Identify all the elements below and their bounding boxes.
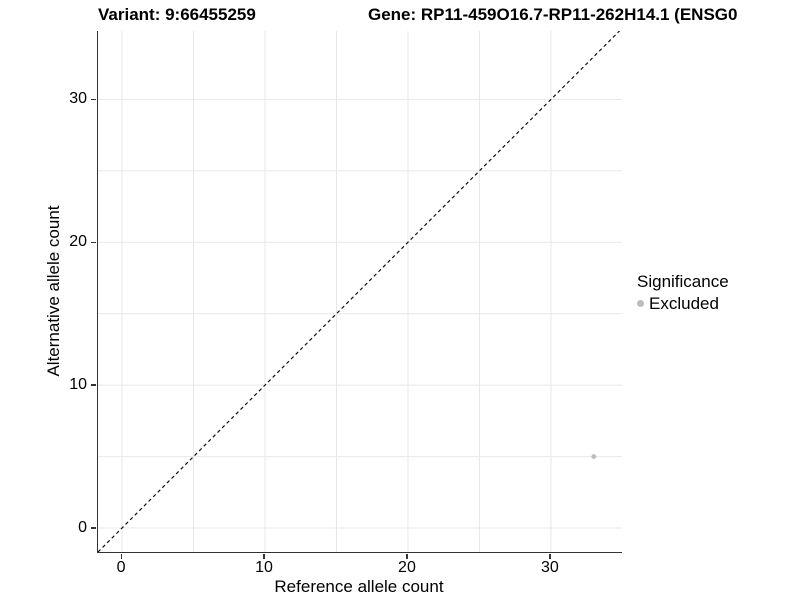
legend-key-dot-icon — [637, 300, 644, 307]
y-tick-label: 0 — [78, 519, 87, 536]
variant-title: Variant: 9:66455259 — [98, 5, 256, 24]
legend: Significance Excluded — [637, 272, 729, 313]
y-tick-mark — [90, 527, 96, 529]
x-tick-label: 0 — [116, 559, 126, 576]
x-tick-mark — [263, 553, 265, 559]
x-tick-mark — [406, 553, 408, 559]
gene-title: Gene: RP11-459O16.7-RP11-262H14.1 (ENSG0 — [368, 5, 738, 24]
y-tick-mark — [90, 98, 96, 101]
x-tick-label: 10 — [255, 559, 273, 576]
x-tick-label: 30 — [541, 559, 559, 576]
legend-item-excluded: Excluded — [637, 294, 729, 313]
y-tick-label: 30 — [69, 90, 87, 108]
x-tick-mark — [120, 553, 123, 559]
data-point — [591, 454, 597, 459]
y-tick-mark — [90, 241, 96, 244]
identity-dashed-line — [98, 31, 621, 552]
y-tick-mark — [90, 384, 96, 386]
y-axis-title: Alternative allele count — [44, 205, 63, 377]
x-axis-title: Reference allele count — [274, 577, 444, 596]
x-tick-mark — [549, 553, 551, 559]
y-tick-label: 20 — [69, 233, 87, 251]
plot-canvas — [98, 31, 622, 552]
plot-panel — [97, 31, 622, 553]
legend-item-label: Excluded — [649, 294, 719, 313]
y-tick-label: 10 — [69, 376, 87, 394]
legend-title: Significance — [637, 272, 729, 291]
x-tick-label: 20 — [398, 559, 416, 576]
